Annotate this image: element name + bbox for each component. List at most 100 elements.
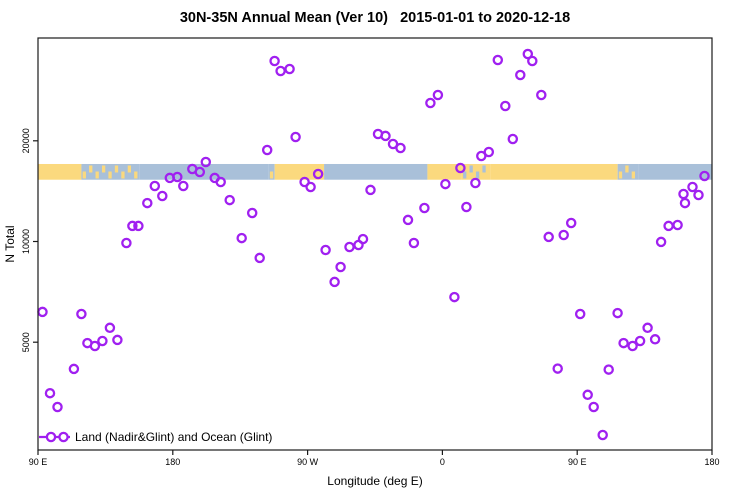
data-point — [133, 220, 144, 232]
data-point — [52, 401, 63, 413]
map-band-speckle — [475, 171, 480, 179]
data-point — [224, 194, 235, 206]
data-point — [649, 334, 661, 345]
data-point — [492, 54, 504, 66]
data-point — [500, 100, 511, 112]
y-tick-label: 5000 — [21, 332, 31, 352]
map-band-speckle — [625, 165, 629, 173]
plot-border — [37, 37, 713, 451]
map-band-segment — [324, 163, 428, 180]
chart-title: 30N-35N Annual Mean (Ver 10) 2015-01-01 … — [179, 10, 571, 26]
data-point — [693, 189, 704, 201]
y-tick-label: 20000 — [21, 128, 31, 153]
data-point — [440, 178, 451, 190]
map-band-speckle — [108, 171, 112, 179]
data-point — [395, 142, 406, 154]
x-tick-label: 180 — [704, 457, 719, 467]
map-band-speckle — [482, 165, 486, 173]
data-point — [515, 69, 526, 81]
legend-label: Land (Nadir&Glint) and Ocean (Glint) — [75, 430, 272, 444]
data-point — [543, 231, 554, 243]
data-point — [269, 55, 280, 67]
data-point — [408, 237, 420, 249]
data-point — [588, 401, 599, 413]
data-point — [552, 363, 563, 374]
data-point — [112, 334, 123, 346]
data-point — [305, 181, 316, 193]
data-point — [365, 184, 376, 196]
data-point — [236, 232, 247, 244]
data-point — [284, 63, 295, 75]
data-point — [89, 340, 101, 352]
data-point — [565, 217, 577, 229]
data-point — [246, 207, 258, 219]
y-tick-label: 10000 — [21, 229, 31, 254]
data-point — [157, 190, 168, 202]
map-band-speckle — [631, 171, 636, 179]
map-band-segment — [274, 163, 325, 180]
map-band-speckle — [82, 171, 86, 179]
data-point — [215, 176, 226, 188]
data-point — [419, 202, 430, 214]
data-point — [261, 144, 273, 156]
data-point — [678, 188, 689, 200]
x-tick-label: 180 — [165, 457, 180, 467]
data-point — [470, 177, 481, 189]
map-band-segment — [38, 163, 82, 180]
data-point — [329, 276, 340, 288]
x-tick-label: 0 — [440, 457, 445, 467]
data-point — [483, 146, 495, 158]
map-band-speckle — [469, 165, 473, 173]
data-point — [574, 308, 586, 320]
data-point — [679, 197, 691, 209]
data-point — [627, 340, 638, 352]
data-point — [320, 244, 331, 256]
data-point — [461, 201, 472, 213]
data-point — [699, 170, 710, 182]
data-point — [97, 335, 108, 347]
data-point — [672, 219, 683, 231]
x-tick-label: 90 W — [297, 457, 319, 467]
map-band-speckle — [121, 171, 125, 179]
data-point — [687, 181, 698, 193]
data-point — [254, 252, 265, 264]
data-point — [527, 55, 538, 67]
data-point — [380, 130, 391, 142]
data-point — [76, 308, 87, 320]
data-point — [142, 197, 153, 209]
data-point — [104, 322, 116, 334]
x-axis-label: Longitude (deg E) — [327, 474, 422, 488]
data-point — [558, 229, 569, 241]
map-band-layer — [38, 163, 712, 180]
data-point — [582, 389, 593, 401]
data-point — [603, 364, 614, 375]
data-point — [425, 97, 436, 109]
legend-point-icon — [45, 431, 57, 443]
data-point — [432, 89, 444, 101]
map-band-speckle — [95, 171, 99, 179]
map-band-segment — [490, 163, 618, 180]
data-point — [299, 176, 310, 188]
data-point — [522, 48, 534, 60]
data-point — [172, 171, 183, 183]
legend-point-icon — [58, 431, 69, 443]
map-band-speckle — [114, 165, 119, 173]
data-point — [634, 335, 646, 347]
data-point — [402, 214, 414, 226]
map-band-speckle — [127, 165, 132, 173]
data-point — [127, 220, 138, 232]
map-band-speckle — [134, 171, 138, 179]
data-point — [37, 306, 48, 318]
data-points-layer — [37, 48, 710, 441]
data-point — [612, 307, 623, 319]
data-point — [178, 180, 189, 192]
data-point — [121, 237, 132, 249]
data-point — [149, 180, 161, 192]
data-point — [312, 168, 324, 180]
data-point — [536, 89, 547, 101]
map-band-speckle — [618, 171, 623, 179]
map-band-speckle — [463, 171, 467, 179]
y-axis-label: N Total — [3, 225, 17, 262]
data-point — [642, 322, 653, 334]
